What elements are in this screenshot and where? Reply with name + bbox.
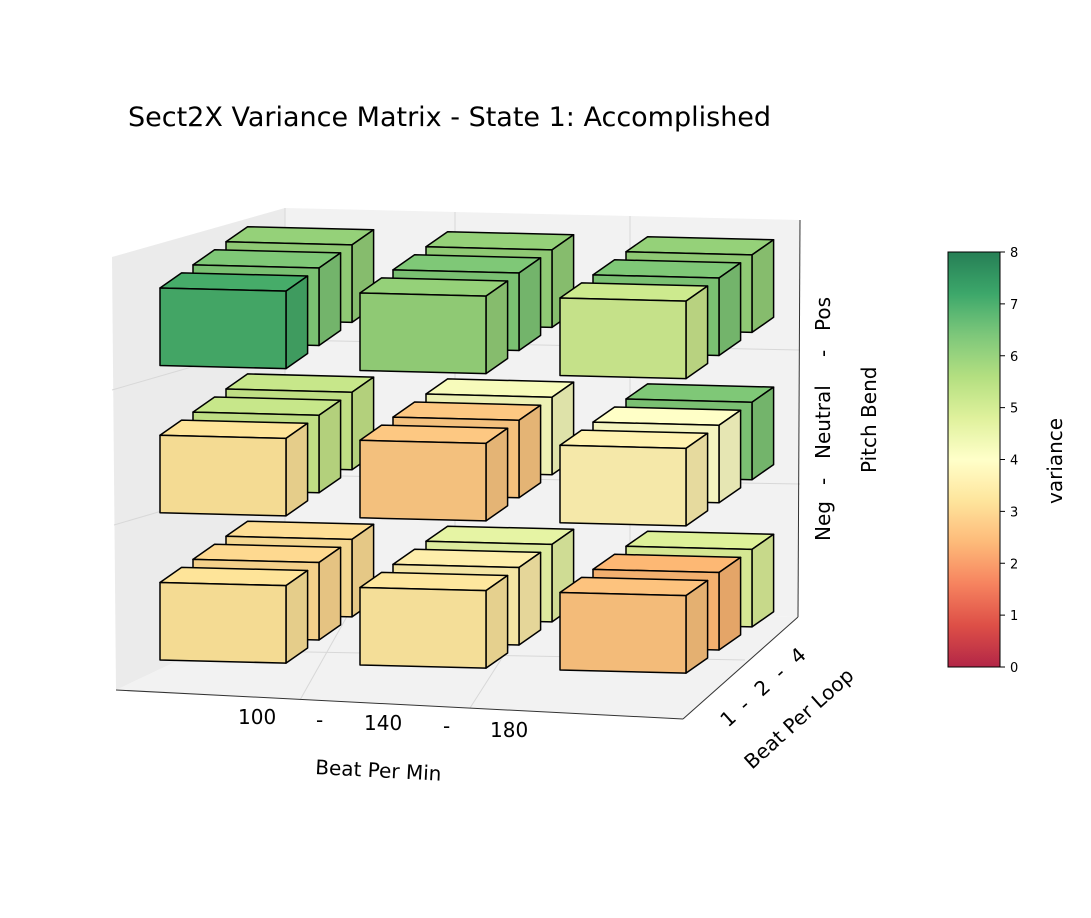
colorbar-tick-label: 4: [1010, 454, 1018, 469]
cube-front-face: [159, 581, 287, 664]
x-tick-label: -: [316, 708, 323, 732]
z-axis-line: [797, 219, 801, 618]
colorbar-tick-label: 5: [1010, 402, 1018, 417]
variance-cube: [159, 566, 309, 664]
x-axis-ticks: 100 - 140 - 180: [238, 705, 528, 742]
cube-side-face: [751, 386, 775, 481]
cube-front-face: [359, 439, 487, 522]
y-tick-label: 4: [785, 642, 811, 668]
variance-cube: [359, 424, 509, 522]
cube-side-face: [318, 252, 342, 347]
cube-side-face: [685, 285, 709, 380]
colorbar-tick-label: 1: [1010, 609, 1018, 624]
cube-side-face: [318, 399, 342, 494]
y-axis-line: [682, 616, 799, 720]
colorbar-tick-label: 2: [1010, 557, 1018, 572]
colorbar-tick-label: 6: [1010, 350, 1018, 365]
z-tick-label: Neg: [811, 501, 835, 541]
z-axis-label: Pitch Bend: [857, 367, 881, 473]
y-tick-label: 1: [715, 705, 741, 731]
cube-front-face: [159, 434, 287, 517]
variance-cube: [559, 576, 709, 674]
colorbar-tick-label: 3: [1010, 505, 1018, 520]
y-tick-label: -: [733, 693, 754, 716]
colorbar-tick-label: 8: [1010, 246, 1018, 261]
cube-side-face: [485, 280, 509, 375]
x-tick-label: 100: [238, 705, 276, 729]
variance-cube: [359, 277, 509, 375]
grid-line: [299, 610, 351, 701]
cube-side-face: [751, 533, 775, 628]
cube-side-face: [751, 239, 775, 334]
variance-cube: [559, 282, 709, 380]
z-axis-ticks: Neg - Neutral - Pos: [811, 297, 835, 541]
cube-side-face: [718, 556, 742, 651]
cube-side-face: [485, 574, 509, 669]
colorbar-label: variance: [1043, 418, 1067, 504]
colorbar-fill: [947, 251, 1001, 668]
cube-side-face: [285, 275, 309, 370]
cube-front-face: [359, 586, 487, 669]
cube-side-face: [318, 546, 342, 641]
variance-cube: [159, 419, 309, 517]
variance-cube: [559, 429, 709, 527]
y-tick-label: 2: [749, 675, 775, 701]
z-tick-label: -: [811, 350, 835, 357]
cube-side-face: [718, 262, 742, 357]
chart-title: Sect2X Variance Matrix - State 1: Accomp…: [128, 102, 771, 133]
colorbar-tick-label: 7: [1010, 298, 1018, 313]
cubes-layer: [159, 225, 775, 674]
z-tick-label: -: [811, 478, 835, 485]
z-tick-label: Pos: [811, 297, 835, 331]
cube-side-face: [685, 579, 709, 674]
cube-front-face: [359, 292, 487, 375]
cube-side-face: [285, 422, 309, 517]
colorbar: 0 1 2 3 4 5 6 7 8 variance: [947, 246, 1067, 676]
x-axis-line: [115, 689, 684, 720]
colorbar-ticks: 0 1 2 3 4 5 6 7 8: [1000, 246, 1018, 676]
cube-side-face: [518, 257, 542, 352]
cube-front-face: [559, 591, 687, 674]
cube-side-face: [518, 551, 542, 646]
variance-cube: [159, 272, 309, 370]
colorbar-tick-label: 0: [1010, 661, 1018, 676]
y-tick-label: -: [769, 661, 790, 684]
cube-side-face: [718, 409, 742, 504]
cube-front-face: [559, 297, 687, 380]
cube-front-face: [559, 444, 687, 527]
x-tick-label: -: [443, 714, 450, 738]
x-tick-label: 140: [364, 711, 402, 735]
cube-side-face: [518, 404, 542, 499]
cube-side-face: [685, 432, 709, 527]
z-tick-label: Neutral: [811, 385, 835, 459]
cube-front-face: [159, 287, 287, 370]
x-axis-label: Beat Per Min: [315, 755, 442, 786]
x-tick-label: 180: [490, 718, 528, 742]
cube-side-face: [485, 427, 509, 522]
variance-cube: [359, 571, 509, 669]
cube-side-face: [285, 569, 309, 664]
axis-edges: [115, 219, 801, 720]
